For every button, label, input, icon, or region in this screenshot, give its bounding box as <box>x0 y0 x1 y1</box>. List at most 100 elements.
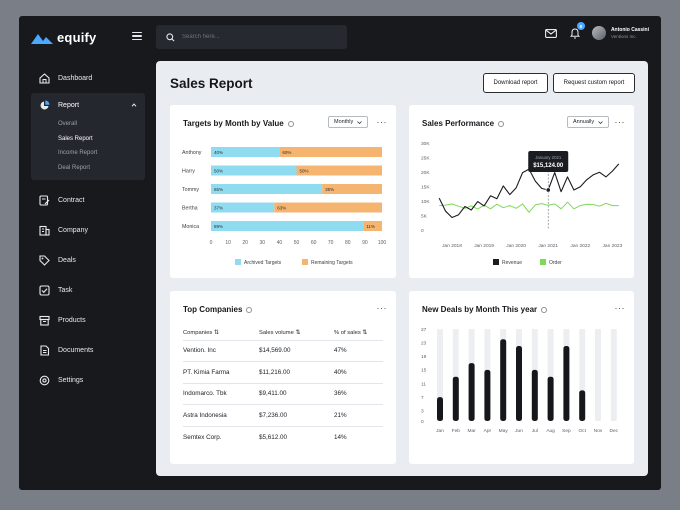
bar-segment <box>363 221 382 231</box>
x-tick-label: Jan <box>436 428 444 434</box>
bar <box>563 346 570 421</box>
y-tick-label: 11 <box>421 381 426 387</box>
sidebar-item-report[interactable]: Report <box>31 93 145 117</box>
info-icon[interactable] <box>246 306 253 313</box>
notification-button[interactable]: 8 <box>568 22 585 40</box>
sidebar-item-company[interactable]: Company <box>31 216 145 246</box>
bar <box>452 376 459 421</box>
download-report-button[interactable]: Download report <box>483 73 548 93</box>
table-row[interactable]: PT. Kimia Farma $11,216.00 40% <box>183 361 383 383</box>
sidebar-subitem-overall[interactable]: Overall <box>58 121 78 127</box>
app-window: equify 8 Antonio Cassini Ventions Inc. D… <box>19 16 661 490</box>
logo[interactable]: equify <box>31 30 96 45</box>
tooltip-value: $15,124.00 <box>533 163 564 169</box>
x-tick-label: 70 <box>328 240 334 246</box>
more-options-icon[interactable]: ··· <box>376 303 387 313</box>
menu-toggle-icon[interactable] <box>132 32 142 40</box>
sales-percent: 36% <box>334 382 383 405</box>
bar-data-label: 50% <box>300 168 309 173</box>
sidebar-item-label: Settings <box>58 377 84 385</box>
x-tick-label: Apr <box>484 428 492 434</box>
x-tick-label: Aug <box>546 428 555 434</box>
sidebar-item-task[interactable]: Task <box>31 276 145 306</box>
x-tick-label: Jul <box>532 428 538 434</box>
more-options-icon[interactable]: ··· <box>614 117 625 127</box>
targets-period-select[interactable]: Monthly <box>328 116 369 128</box>
search-bar[interactable] <box>156 25 347 49</box>
sidebar-item-label: Report <box>58 101 80 109</box>
x-tick-label: Nov <box>594 428 603 434</box>
request-custom-report-button[interactable]: Request custom report <box>553 73 635 93</box>
tag-icon <box>39 255 50 267</box>
sidebar-item-documents[interactable]: Documents <box>31 336 145 366</box>
bar-data-label: 60% <box>282 150 291 155</box>
table-row[interactable]: Astra Indonesia $7,236.00 21% <box>183 404 383 426</box>
sidebar-item-dashboard[interactable]: Dashboard <box>31 63 145 93</box>
column-header-sales-volume[interactable]: Sales volume ⇅ <box>259 329 301 336</box>
targets-card: Targets by Month by Value Monthly ··· An… <box>170 105 396 278</box>
y-tick-label: 0 <box>421 228 424 234</box>
more-options-icon[interactable]: ··· <box>376 117 387 127</box>
y-tick-label: 0 <box>421 419 424 425</box>
user-name: Antonio Cassini <box>610 27 649 33</box>
gear-icon <box>39 375 50 386</box>
bar <box>500 339 507 421</box>
column-header-companies[interactable]: Companies ⇅ <box>183 329 219 336</box>
x-tick-label: Jan 2022 <box>570 243 590 249</box>
x-tick-label: 50 <box>294 240 300 246</box>
bar-segment <box>296 165 382 176</box>
tooltip-label: January 2021 <box>535 155 562 160</box>
info-icon[interactable] <box>541 306 548 313</box>
bar-category-label: Anthony <box>182 150 202 156</box>
table-row[interactable]: Semtex Corp. $5,612.00 14% <box>183 425 383 448</box>
bar-segment <box>322 184 382 194</box>
more-options-icon[interactable]: ··· <box>614 303 625 313</box>
sort-icon[interactable]: ⇅ <box>295 329 301 336</box>
chevron-down-icon <box>598 120 603 124</box>
sales-volume: $7,236.00 <box>259 404 334 426</box>
sidebar-subitem-sales-report[interactable]: Sales Report <box>58 135 93 142</box>
sidebar-item-label: Dashboard <box>58 74 93 82</box>
sidebar-item-settings[interactable]: Settings <box>31 366 145 396</box>
sidebar-subitem-income-report[interactable]: Income Report <box>58 150 98 157</box>
y-tick-label: 10K <box>421 199 430 205</box>
y-tick-label: 19 <box>421 354 427 360</box>
legend-swatch <box>493 259 499 265</box>
bar-segment <box>274 202 382 213</box>
bar-data-label: 65% <box>214 187 223 192</box>
pie-chart-icon <box>40 100 50 109</box>
table-row[interactable]: Indomarco. Tbk $9,411.00 36% <box>183 382 383 405</box>
sort-icon[interactable]: ⇅ <box>362 329 368 336</box>
sales-volume: $14,569.00 <box>259 339 334 362</box>
info-icon[interactable] <box>287 120 294 127</box>
performance-period-select[interactable]: Annually <box>567 116 610 128</box>
series-line <box>438 163 620 219</box>
contract-icon <box>39 195 50 206</box>
info-icon[interactable] <box>498 120 505 127</box>
legend-label: Remaining Targets <box>311 260 353 266</box>
x-tick-label: Oct <box>578 428 586 434</box>
sidebar-item-products[interactable]: Products <box>31 306 145 336</box>
y-tick-label: 15 <box>421 368 427 374</box>
chevron-up-icon[interactable] <box>131 103 137 107</box>
legend-swatch <box>540 259 546 265</box>
legend-swatch <box>235 259 241 265</box>
table-row[interactable]: Vention. Inc $14,569.00 47% <box>183 339 383 362</box>
sales-volume: $9,411.00 <box>259 382 334 405</box>
user-menu[interactable]: Antonio Cassini Ventions Inc. <box>591 26 649 40</box>
bar <box>437 397 443 421</box>
sidebar-subitem-deal-report[interactable]: Deal Report <box>58 165 91 172</box>
column-header-percent-sales[interactable]: % of sales ⇅ <box>334 329 368 336</box>
targets-period-value: Monthly <box>334 119 354 125</box>
bar-track <box>610 329 617 421</box>
page-title: Sales Report <box>170 76 253 91</box>
sidebar-item-deals[interactable]: Deals <box>31 246 145 276</box>
x-tick-label: 100 <box>378 240 387 246</box>
sidebar-item-contract[interactable]: Contract <box>31 186 145 216</box>
mail-button[interactable] <box>544 26 558 40</box>
sort-icon[interactable]: ⇅ <box>213 329 219 336</box>
sidebar-item-label: Company <box>58 227 88 235</box>
search-input[interactable] <box>182 34 332 40</box>
x-tick-label: Jan 2020 <box>506 243 526 249</box>
sales-volume: $5,612.00 <box>259 425 334 448</box>
